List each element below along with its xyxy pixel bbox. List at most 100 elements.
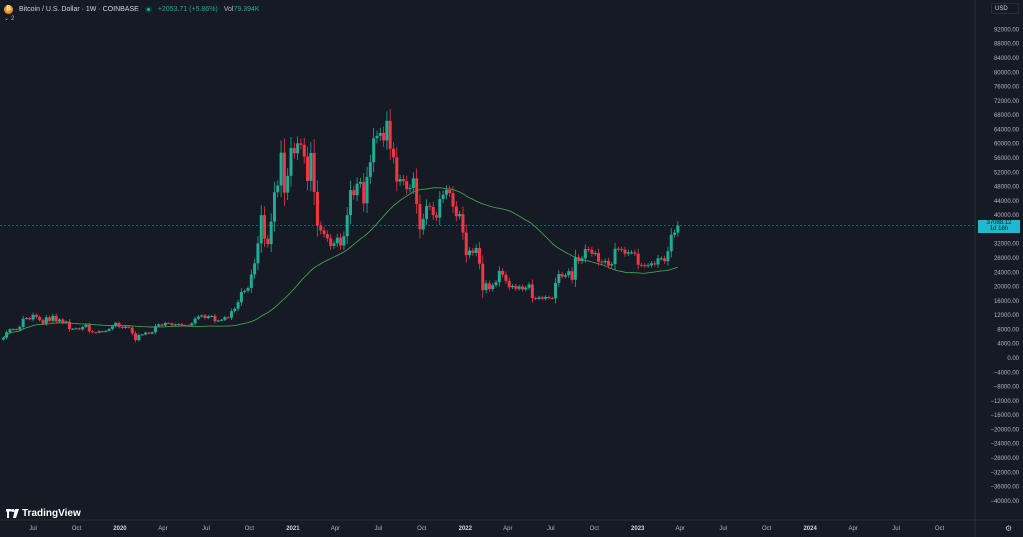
candle — [315, 180, 319, 237]
x-tick-label: Apr — [158, 526, 167, 532]
candle — [673, 229, 677, 238]
candle-body — [269, 221, 273, 245]
candle — [583, 244, 587, 263]
candle-body — [239, 291, 243, 303]
candle-body — [418, 204, 422, 230]
candle-body — [451, 193, 455, 207]
candle-body — [501, 270, 505, 275]
y-tick-label: 68000.00 — [994, 113, 1020, 119]
candle — [147, 331, 151, 335]
candle — [494, 280, 498, 288]
candle — [249, 269, 253, 293]
candle — [421, 213, 425, 235]
candle-body — [441, 194, 445, 200]
candle-body — [600, 261, 604, 263]
candle-body — [626, 252, 630, 254]
y-tick-label: −12000.00 — [990, 399, 1019, 405]
candle — [220, 318, 224, 322]
time-zone-gear-icon[interactable]: ⚙ — [1005, 524, 1013, 533]
candle-body — [196, 316, 200, 319]
candle-body — [143, 332, 147, 335]
x-tick-label: Oct — [72, 526, 82, 532]
candle-body — [663, 258, 667, 262]
candle — [580, 255, 584, 264]
candle-body — [104, 330, 108, 332]
candle — [623, 246, 627, 257]
y-tick-label: −28000.00 — [990, 456, 1019, 462]
candle-body — [34, 314, 38, 317]
candle — [282, 138, 286, 206]
candle — [81, 325, 85, 331]
currency-label: USD — [995, 5, 1008, 12]
candle — [213, 313, 217, 324]
candle — [593, 250, 597, 256]
candle — [61, 317, 65, 325]
candle — [190, 322, 194, 327]
candle — [329, 234, 333, 250]
symbol-title[interactable]: Bitcoin / U.S. Dollar · 1W · COINBASE — [19, 5, 139, 13]
candle — [8, 328, 12, 334]
candle-body — [358, 181, 362, 184]
candle — [229, 308, 233, 321]
candle-body — [226, 317, 230, 319]
candle-body — [87, 324, 91, 332]
candle — [563, 273, 567, 279]
candle — [408, 184, 412, 193]
candle — [163, 321, 167, 327]
candle-body — [302, 144, 306, 157]
candle — [382, 126, 386, 147]
candle — [537, 295, 541, 301]
candle — [107, 328, 111, 332]
candle-body — [289, 148, 293, 176]
candle — [540, 295, 544, 301]
tradingview-logo[interactable]: TradingView — [6, 508, 81, 519]
y-tick-label: 24000.00 — [994, 270, 1020, 276]
candle-body — [322, 230, 326, 235]
candle-body — [352, 190, 356, 196]
candle-body — [67, 321, 71, 330]
candle-body — [544, 296, 548, 299]
candle — [41, 318, 45, 326]
candle — [243, 289, 247, 294]
candle-body — [263, 215, 267, 239]
candle-body — [362, 181, 366, 204]
currency-selector[interactable]: USD — [991, 3, 1019, 14]
x-tick-label: 2022 — [459, 526, 473, 532]
candle-body — [332, 243, 336, 246]
price-change: +2053.71 (+5.86%) — [157, 5, 218, 13]
candle-body — [580, 258, 584, 262]
y-tick-label: 44000.00 — [994, 199, 1020, 205]
candle-body — [431, 206, 435, 216]
candle-body — [669, 234, 673, 252]
candle — [398, 174, 402, 186]
candle-body — [388, 120, 392, 149]
candle — [345, 207, 349, 244]
indicators-toggle[interactable]: ⌄ 2 — [4, 15, 14, 23]
candle — [534, 296, 538, 301]
candle-body — [583, 249, 587, 259]
candle — [223, 315, 227, 322]
candle — [335, 233, 339, 248]
candle-body — [335, 237, 339, 244]
candle-body — [286, 175, 290, 193]
candle — [630, 250, 634, 255]
candle — [656, 254, 660, 268]
candle-body — [153, 326, 157, 333]
candle — [71, 328, 75, 330]
x-tick-label: Jul — [202, 526, 210, 532]
candle — [87, 322, 91, 334]
candle — [127, 325, 131, 329]
candle — [54, 313, 58, 324]
y-tick-label: −20000.00 — [990, 427, 1019, 433]
candle — [292, 142, 296, 159]
candle — [633, 249, 637, 257]
candle-body — [137, 335, 141, 341]
candle — [28, 316, 32, 321]
candle — [206, 314, 210, 320]
candle-body — [61, 319, 65, 323]
candle — [544, 295, 548, 301]
candle — [114, 321, 118, 328]
candle — [134, 331, 138, 343]
candle-body — [653, 263, 657, 265]
